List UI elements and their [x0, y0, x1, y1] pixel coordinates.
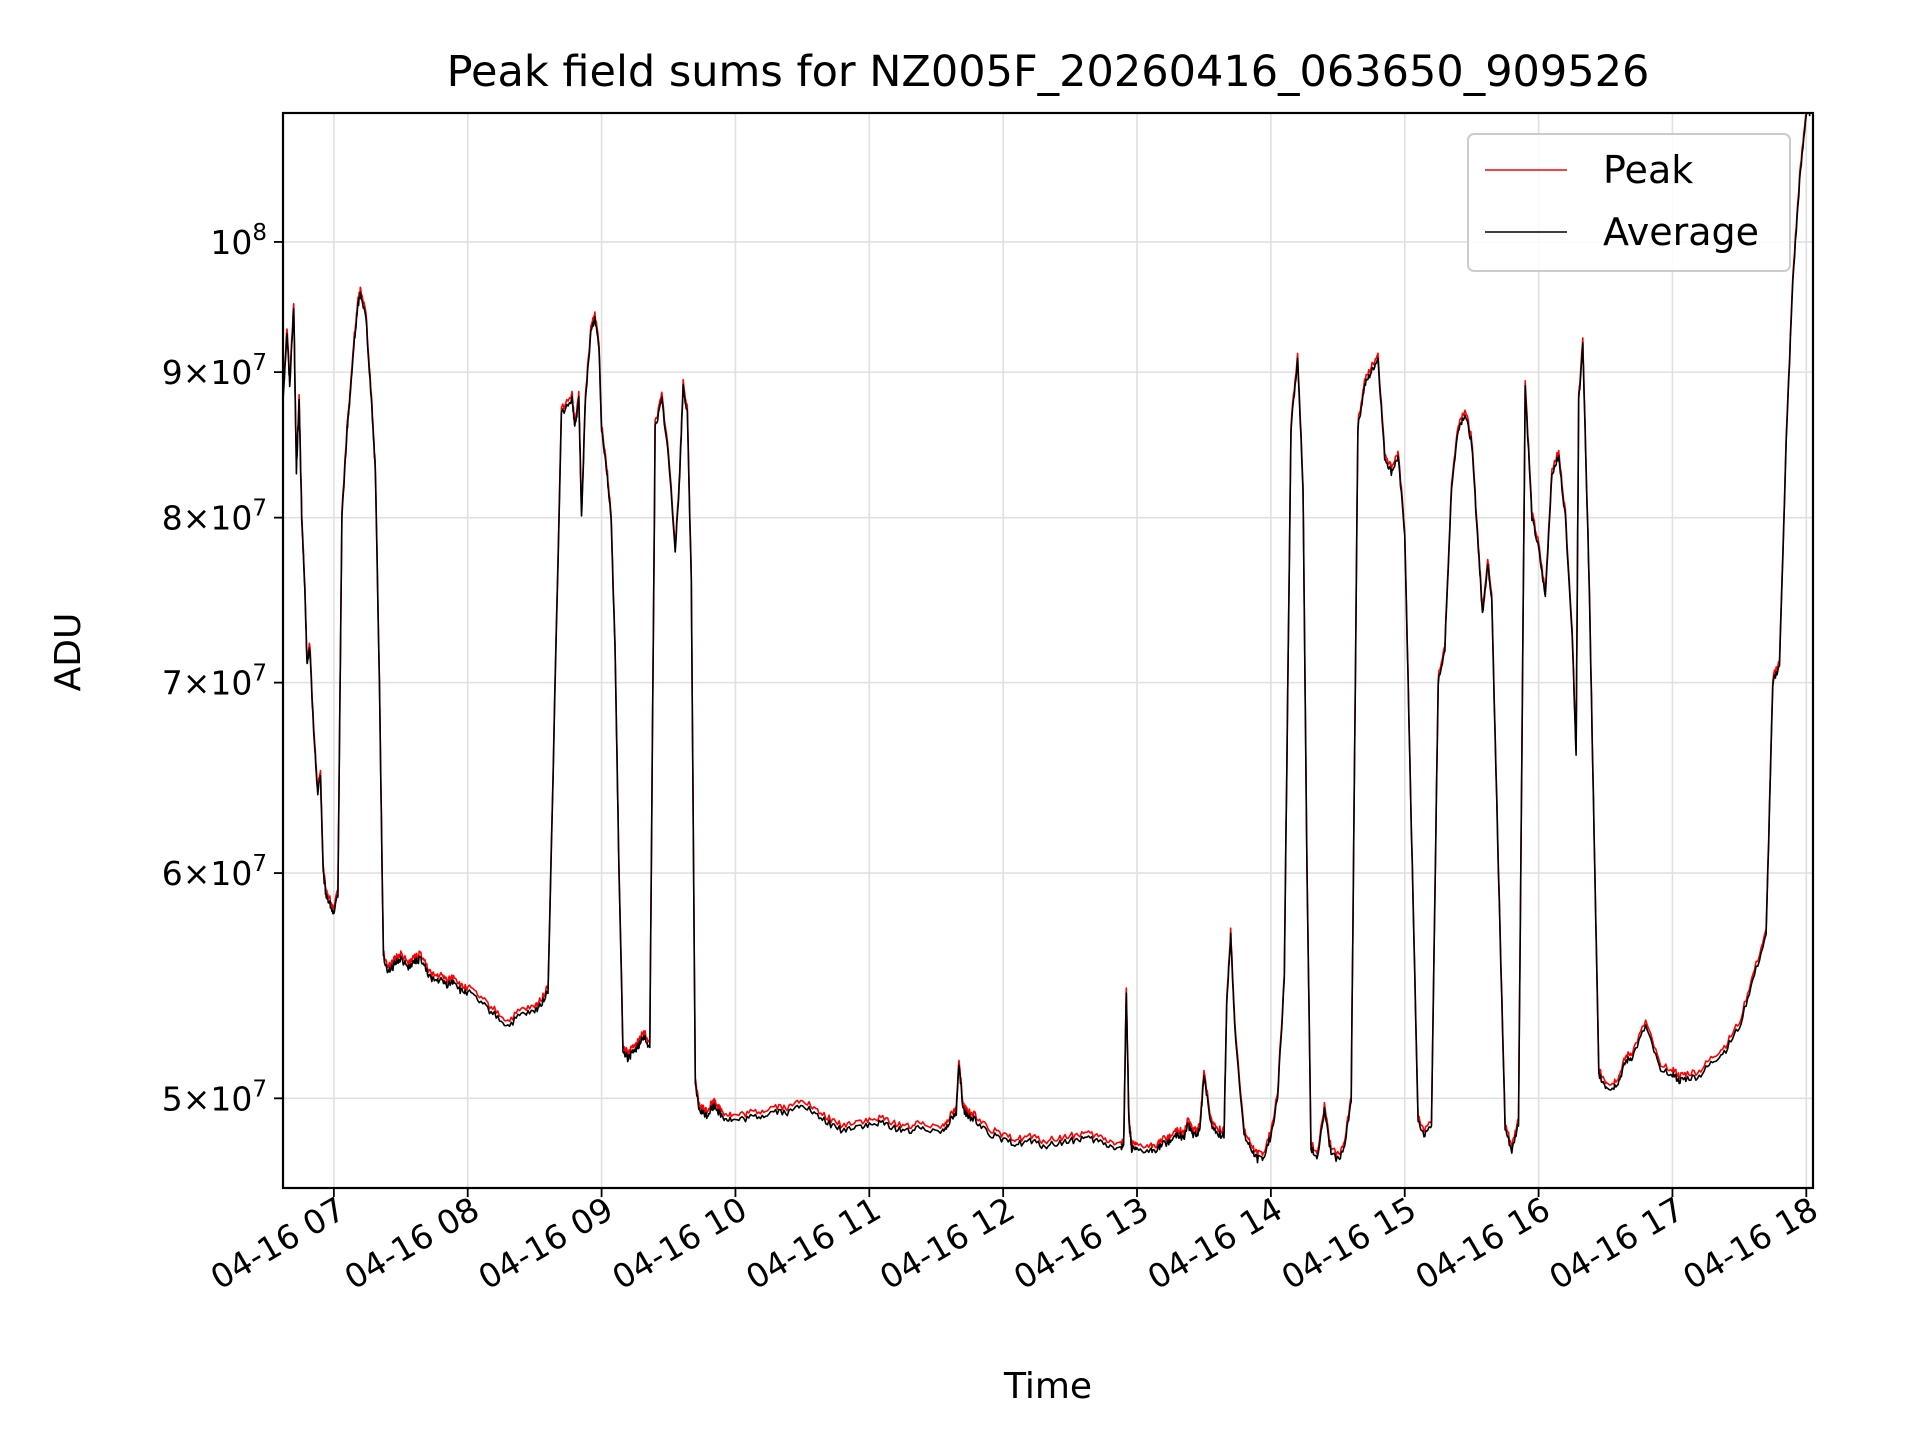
y-tick-label: 5×107: [162, 1076, 267, 1118]
legend: Peak Average: [1467, 133, 1791, 272]
plot-frame: [281, 111, 1815, 1190]
y-tick-label: 6×107: [162, 851, 267, 893]
legend-box: [1467, 133, 1791, 272]
chart-title: Peak field sums for NZ005F_20260416_0636…: [447, 47, 1650, 97]
y-tick-label: 9×107: [162, 350, 267, 392]
y-tick-label: 108: [210, 220, 267, 262]
series-line-average: [282, 112, 1811, 1164]
legend-label-average: Average: [1603, 210, 1759, 254]
series-layer: [282, 112, 1811, 1164]
legend-label-peak: Peak: [1603, 148, 1693, 192]
grid: [283, 113, 1813, 1188]
y-axis: 5×107 6×107 7×107 8×107 9×107 108: [162, 220, 283, 1118]
y-tick-label: 8×107: [162, 496, 267, 538]
y-axis-title: ADU: [48, 613, 89, 692]
y-tick-label: 7×107: [162, 661, 267, 703]
x-axis-title: Time: [1003, 1366, 1092, 1407]
